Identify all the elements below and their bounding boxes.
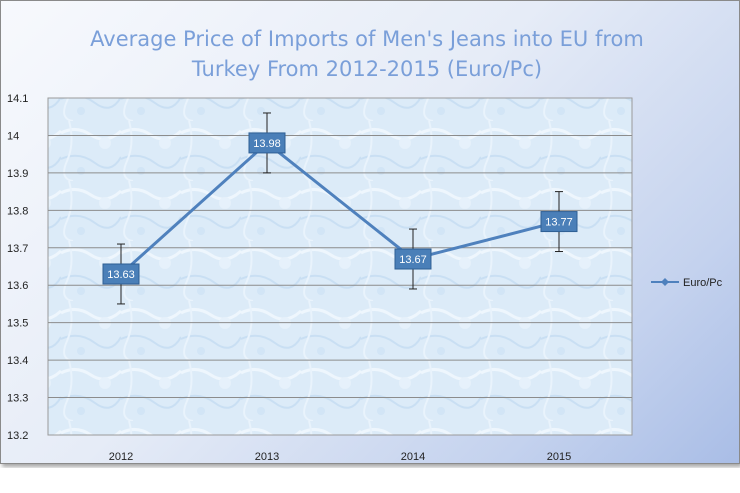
y-tick-label: 13.9 [7, 168, 28, 180]
y-tick-label: 13.6 [7, 280, 28, 292]
x-tick-label: 2012 [109, 451, 133, 463]
data-label-box [540, 211, 578, 233]
data-label-box [102, 263, 140, 285]
data-label: 13.77 [545, 217, 573, 229]
y-tick-label: 13.8 [7, 205, 28, 217]
x-tick-label: 2013 [255, 451, 279, 463]
y-tick-label: 13.7 [7, 243, 28, 255]
chart-title-line-1: Average Price of Imports of Men's Jeans … [90, 27, 644, 51]
x-axis-ticks: 2012 2013 2014 2015 [109, 451, 571, 463]
line-chart: Average Price of Imports of Men's Jeans … [7, 27, 723, 463]
legend-label: Euro/Pc [683, 277, 723, 289]
data-point: 13.77 [540, 211, 578, 233]
y-tick-label: 13.2 [7, 430, 28, 442]
y-tick-label: 14 [7, 130, 19, 142]
data-labels: 13.63 13.98 13.67 13.77 [102, 132, 578, 285]
gridlines [48, 134, 632, 399]
chart-title-line-2: Turkey From 2012-2015 (Euro/Pc) [191, 57, 542, 81]
legend: Euro/Pc [651, 277, 723, 289]
data-point: 13.63 [102, 263, 140, 285]
data-point: 13.67 [394, 248, 432, 270]
x-tick-label: 2015 [547, 451, 571, 463]
data-label-box [394, 248, 432, 270]
legend-marker-icon [661, 278, 669, 286]
data-label: 13.98 [253, 138, 281, 150]
y-tick-label: 13.3 [7, 393, 28, 405]
data-label: 13.63 [107, 269, 135, 281]
plot-area [47, 97, 633, 436]
series-line [119, 141, 560, 276]
data-label: 13.67 [399, 254, 427, 266]
y-axis-ticks: 13.2 13.3 13.4 13.5 13.6 13.7 13.8 13.9 14 14.1 [7, 93, 28, 442]
y-tick-label: 14.1 [7, 93, 28, 105]
y-tick-label: 13.5 [7, 318, 28, 330]
data-point: 13.98 [248, 132, 286, 154]
x-tick-label: 2014 [401, 451, 425, 463]
y-tick-label: 13.4 [7, 355, 28, 367]
series-line-euro-pc [119, 141, 560, 276]
chart-frame: Average Price of Imports of Men's Jeans … [0, 0, 740, 464]
data-label-box [248, 132, 286, 154]
page-bottom-strip [0, 468, 740, 493]
